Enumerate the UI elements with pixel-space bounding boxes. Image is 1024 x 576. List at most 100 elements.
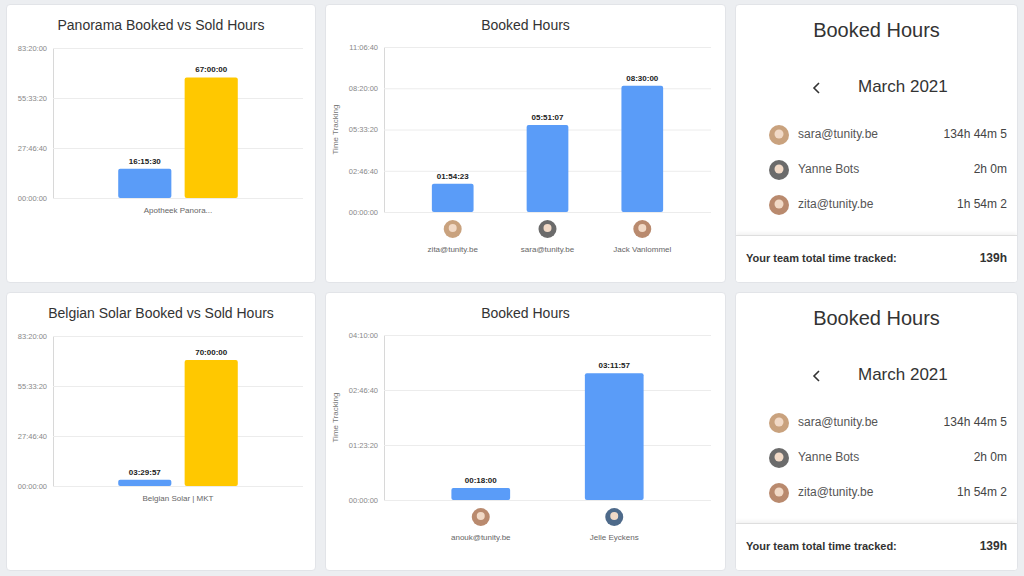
y-tick-label: 55:33:20 — [18, 94, 47, 103]
avatar — [768, 159, 790, 181]
grid-line — [384, 335, 711, 336]
y-axis: 00:00:0002:46:4005:33:2008:20:0011:06:40 — [349, 43, 711, 217]
bar — [451, 488, 510, 500]
data-labels: 03:29:5770:00:00 — [129, 348, 228, 477]
avatar — [768, 194, 790, 216]
data-label: 05:51:07 — [531, 113, 564, 122]
y-tick-label: 00:00:00 — [349, 208, 378, 217]
y-axis-line — [53, 337, 54, 487]
data-labels: 16:15:30 67:00:00 — [129, 65, 228, 165]
avatar-bg — [605, 508, 623, 526]
prev-month-button[interactable] — [810, 369, 824, 383]
list-footer: Your team total time tracked:139h — [736, 235, 1017, 282]
row-time: 134h 44m 5 — [944, 415, 1007, 429]
row-time: 1h 54m 2 — [957, 197, 1007, 211]
data-label: 70:00:00 — [195, 348, 228, 357]
y-axis-title: Time Tracking — [331, 105, 340, 155]
data-label: 16:15:30 — [129, 157, 162, 166]
list-month: March 2021 — [858, 365, 948, 385]
chart-title: Booked Hours — [481, 305, 570, 321]
row-name: Yanne Bots — [798, 450, 859, 464]
x-tick: Jelle Eyckens — [590, 500, 639, 542]
avatar-face — [775, 200, 784, 209]
avatar-bg — [769, 125, 789, 145]
x-tick-label: Apotheek Panora... — [144, 206, 213, 215]
y-tick: 11:06:40 — [349, 43, 711, 52]
total-value: 139h — [980, 251, 1007, 265]
avatar-bg — [769, 160, 789, 180]
y-tick: 00:00:00 — [349, 496, 711, 505]
y-tick: 83:20:00 — [18, 332, 303, 341]
grid-line — [384, 47, 711, 48]
x-tick: anouk@tunity.be — [451, 500, 511, 542]
y-tick-label: 02:46:40 — [349, 386, 378, 395]
avatar-face — [775, 165, 784, 174]
bars — [451, 373, 643, 500]
data-label: 03:11:57 — [598, 361, 630, 370]
avatar — [444, 220, 462, 238]
grid-line — [53, 386, 303, 387]
y-tick-label: 27:46:40 — [18, 144, 47, 153]
grid-line — [53, 198, 303, 199]
x-tick: Belgian Solar | MKT — [143, 486, 214, 503]
avatar-bg — [769, 483, 789, 503]
chart-panel: Panorama Booked vs Sold Hours00:00:0027:… — [6, 4, 316, 283]
grid-line — [384, 212, 711, 213]
y-tick-label: 05:33:20 — [349, 125, 378, 134]
avatar — [633, 220, 651, 238]
avatar-face — [449, 224, 457, 232]
x-tick-label: zita@tunity.be — [428, 245, 479, 254]
prev-month-button[interactable] — [810, 81, 824, 95]
row-time: 2h 0m — [974, 162, 1007, 176]
x-tick: zita@tunity.be — [428, 212, 479, 254]
y-tick: 27:46:40 — [18, 432, 303, 441]
row-time: 1h 54m 2 — [957, 485, 1007, 499]
avatar-bg — [472, 508, 490, 526]
x-tick-label: sara@tunity.be — [521, 245, 575, 254]
x-tick-label: Belgian Solar | MKT — [143, 494, 214, 503]
y-tick-label: 00:00:00 — [349, 496, 378, 505]
chart-svg: Booked HoursTime Tracking00:00:0002:46:4… — [326, 5, 725, 282]
avatar-bg — [444, 220, 462, 238]
x-axis: anouk@tunity.be Jelle Eyckens — [451, 500, 639, 542]
avatar-bg — [769, 195, 789, 215]
grid-line — [384, 390, 711, 391]
x-axis: Apotheek Panora... — [144, 198, 213, 215]
avatar-face — [610, 512, 618, 520]
x-tick-label: Jelle Eyckens — [590, 533, 639, 542]
avatar-face — [775, 453, 784, 462]
data-label: 67:00:00 — [195, 65, 228, 74]
row-time: 2h 0m — [974, 450, 1007, 464]
chart-svg: Booked HoursTime Tracking00:00:0001:23:2… — [326, 293, 725, 570]
avatar-bg — [769, 448, 789, 468]
chart-panel: Belgian Solar Booked vs Sold Hours00:00:… — [6, 292, 316, 571]
grid-line — [53, 148, 303, 149]
x-tick: Apotheek Panora... — [144, 198, 213, 215]
x-axis: Belgian Solar | MKT — [143, 486, 214, 503]
y-axis: 00:00:0001:23:2002:46:4004:10:00 — [349, 331, 711, 505]
avatar — [605, 508, 623, 526]
bar — [118, 480, 171, 486]
y-tick-label: 55:33:20 — [18, 382, 47, 391]
bars — [118, 77, 238, 198]
bar — [185, 360, 238, 486]
grid-line — [53, 98, 303, 99]
y-tick-label: 83:20:00 — [18, 332, 47, 341]
data-label: 00:18:00 — [465, 476, 498, 485]
row-name: sara@tunity.be — [798, 127, 878, 141]
y-tick-label: 00:00:00 — [18, 194, 47, 203]
avatar — [768, 124, 790, 146]
data-labels: 00:18:00 03:11:57 — [465, 361, 631, 485]
avatar-face — [544, 224, 552, 232]
x-tick-label: Jack Vanlommel — [613, 245, 671, 254]
list-footer: Your team total time tracked: 139h — [736, 523, 1017, 570]
avatar-face — [477, 512, 485, 520]
y-tick: 55:33:20 — [18, 382, 303, 391]
avatar — [768, 482, 790, 504]
list-month: March 2021 — [858, 77, 948, 97]
dashboard: Panorama Booked vs Sold Hours00:00:0027:… — [0, 0, 1024, 576]
bar — [621, 86, 663, 212]
total-label: Your team total time tracked: — [746, 540, 897, 552]
avatar — [768, 412, 790, 434]
total-value: 139h — [980, 539, 1007, 553]
